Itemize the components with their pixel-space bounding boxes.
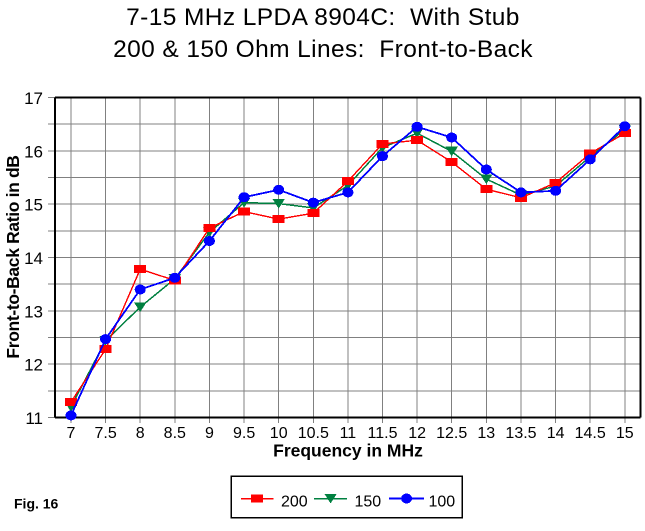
svg-text:150: 150 [355, 493, 382, 510]
svg-text:10: 10 [270, 425, 288, 442]
svg-text:100: 100 [429, 493, 456, 510]
svg-text:8: 8 [136, 425, 145, 442]
svg-text:9: 9 [205, 425, 214, 442]
svg-text:15: 15 [24, 196, 43, 215]
svg-text:7.5: 7.5 [94, 425, 116, 442]
svg-text:15: 15 [616, 425, 634, 442]
svg-text:13: 13 [477, 425, 495, 442]
svg-text:200 & 150 Ohm Lines: Front-to: 200 & 150 Ohm Lines: Front-to-Back [113, 36, 533, 63]
svg-text:14: 14 [547, 425, 565, 442]
svg-text:14: 14 [24, 249, 43, 268]
svg-text:12: 12 [24, 356, 43, 375]
svg-text:Fig. 16: Fig. 16 [14, 495, 59, 511]
svg-text:Frequency in MHz: Frequency in MHz [273, 441, 423, 461]
svg-text:16: 16 [24, 142, 43, 161]
svg-text:12: 12 [408, 425, 426, 442]
svg-text:11: 11 [25, 409, 43, 428]
svg-text:Front-to-Back Ratio in dB: Front-to-Back Ratio in dB [3, 155, 23, 358]
svg-text:13: 13 [24, 302, 43, 321]
svg-text:14.5: 14.5 [575, 425, 606, 442]
svg-text:13.5: 13.5 [505, 425, 536, 442]
svg-text:11.5: 11.5 [368, 425, 398, 442]
svg-text:8.5: 8.5 [164, 425, 186, 442]
svg-text:200: 200 [281, 493, 308, 510]
svg-text:17: 17 [24, 89, 43, 108]
svg-text:10.5: 10.5 [298, 425, 329, 442]
svg-text:11: 11 [340, 425, 357, 442]
svg-text:7: 7 [67, 425, 76, 442]
svg-text:12.5: 12.5 [436, 425, 467, 442]
svg-text:9.5: 9.5 [233, 425, 255, 442]
svg-text:7-15 MHz LPDA 8904C: With Stu: 7-15 MHz LPDA 8904C: With Stub [126, 4, 520, 31]
